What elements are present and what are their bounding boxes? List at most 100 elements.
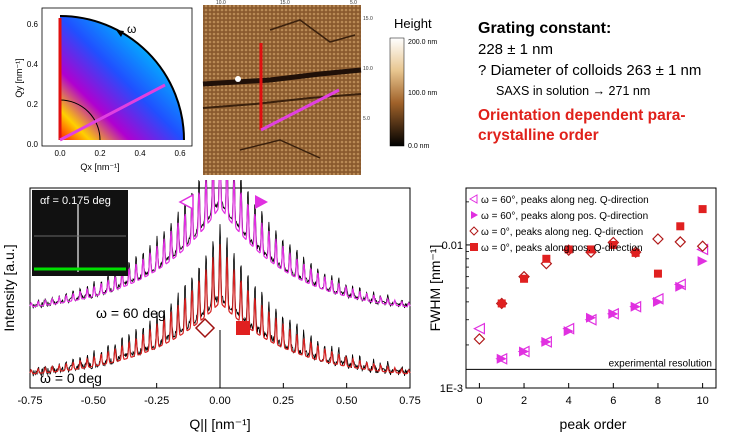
- x-tick-label: 0.00: [209, 395, 230, 407]
- colorbar-label: 100.0 nm: [408, 90, 437, 97]
- x-tick: 0.4: [134, 149, 146, 158]
- legend-marker-diamond: [469, 226, 479, 236]
- omega60-label: ω = 60 deg: [96, 305, 166, 321]
- afm-edge-tick: 15.0: [280, 0, 290, 6]
- fwhm-point-square: [520, 274, 529, 283]
- y-tick: 0.4: [27, 60, 39, 69]
- x-tick-label: 10: [696, 395, 708, 407]
- saxs-x-label: Q|| [nm⁻¹]: [189, 416, 250, 432]
- fwhm-point-tri-right: [652, 296, 663, 307]
- inner-arc: [59, 99, 101, 141]
- x-tick-label: 0.50: [336, 395, 357, 407]
- x-tick: 0.6: [174, 149, 186, 158]
- diamond-open-marker: [194, 317, 216, 339]
- afm-edge-tick: 15.0: [363, 16, 373, 22]
- magenta-direction-line: [59, 83, 166, 142]
- fwhm-point-tri-left: [473, 322, 485, 335]
- tri-left-open-marker: [178, 193, 194, 211]
- y-tick-label: 1E-3: [440, 383, 463, 395]
- upper-fit-curve: [29, 180, 411, 308]
- omega-arrow-icon: [116, 30, 124, 37]
- fwhm-point-square: [653, 269, 662, 278]
- fwhm-point-diamond: [674, 236, 687, 248]
- fwhm-point-tri-right: [541, 336, 552, 347]
- afm-magenta-line: [260, 88, 340, 132]
- fwhm-point-tri-right: [586, 312, 596, 323]
- x-tick-label: -0.50: [81, 395, 106, 407]
- fwhm-point-square: [631, 248, 640, 257]
- x-tick-label: 6: [610, 395, 616, 407]
- legend-entry: ω = 60°, peaks along pos. Q-direction: [481, 211, 648, 222]
- omega-arc: [59, 15, 185, 141]
- fwhm-point-square: [587, 245, 595, 254]
- tri-right-filled-marker: [255, 195, 268, 209]
- x-tick-label: 2: [521, 395, 527, 407]
- x-tick: 0.0: [54, 149, 66, 158]
- omega-label: ω: [127, 22, 136, 36]
- fwhm-point-square: [609, 240, 618, 249]
- fwhm-point-square: [497, 299, 506, 308]
- fwhm-x-label: peak order: [560, 416, 627, 432]
- x-tick: 0.2: [94, 149, 106, 158]
- colorbar-label: 200.0 nm: [408, 39, 437, 46]
- y-tick: 0.2: [27, 100, 39, 109]
- legend-marker-tri-left: [468, 194, 478, 204]
- fwhm-point-tri-right: [697, 256, 708, 267]
- polar-map-panel: ω 0.0 0.2 0.4 0.6 0.0 0.2 0.4 0.6 Qx [nm…: [14, 7, 193, 172]
- saxs-solution: SAXS in solution → 271 nm: [496, 84, 651, 98]
- legend-marker-square: [470, 243, 478, 251]
- polar-map-sector: [60, 16, 184, 140]
- height-colorbar: [389, 37, 405, 147]
- polar-map-frame: [41, 7, 193, 147]
- fwhm-point-tri-right: [496, 353, 507, 364]
- resolution-label: experimental resolution: [609, 358, 712, 369]
- lower-fit-curve: [29, 244, 411, 375]
- fwhm-point-diamond: [696, 240, 709, 253]
- x-tick-label: -0.25: [144, 395, 169, 407]
- fwhm-point-square: [698, 205, 707, 214]
- x-tick-label: 4: [566, 395, 572, 407]
- fwhm-point-square: [542, 254, 551, 263]
- omega0-label: ω = 0 deg: [40, 370, 102, 386]
- fwhm-point-square: [676, 222, 685, 231]
- x-tick-label: 0.25: [273, 395, 294, 407]
- afm-edge-tick: 5.0: [363, 116, 370, 122]
- fwhm-point-tri-right: [675, 281, 686, 292]
- afm-panel: 10.0 15.0 5.0 15.0 10.0 5.0 Height 200.0…: [202, 0, 437, 175]
- polar-y-label: Qy [nm⁻¹]: [14, 58, 24, 97]
- colloid-diameter: ? Diameter of colloids 263 ± 1 nm: [478, 62, 702, 79]
- legend-entry: ω = 0°, peaks along neg. Q-direction: [481, 227, 643, 238]
- afm-edge-tick: 10.0: [216, 0, 226, 6]
- y-tick: 0.6: [27, 20, 39, 29]
- legend-marker-tri-right: [471, 211, 478, 219]
- x-tick-label: -0.75: [17, 395, 42, 407]
- fwhm-point-diamond: [473, 333, 486, 345]
- grating-constant-title: Grating constant:: [478, 20, 612, 37]
- lower-data-curve: [29, 224, 411, 378]
- colorbar-label: 0.0 nm: [408, 143, 430, 150]
- afm-image: [203, 5, 361, 175]
- saxs-y-label: Intensity [a.u.]: [1, 244, 17, 331]
- afm-edge-tick: 10.0: [363, 66, 373, 72]
- y-tick-label: 0.01: [442, 240, 463, 252]
- height-label: Height: [394, 16, 432, 31]
- x-tick-label: 0.75: [399, 395, 420, 407]
- fwhm-point-tri-right: [630, 301, 641, 312]
- inset-label: αf = 0.175 deg: [40, 195, 111, 207]
- x-tick-label: 8: [655, 395, 661, 407]
- fwhm-point-tri-right: [563, 326, 574, 337]
- fwhm-point-tri-right: [519, 346, 530, 357]
- polar-x-label: Qx [nm⁻¹]: [80, 162, 119, 172]
- afm-crack: [202, 67, 362, 87]
- fwhm-y-label: FWHM [nm⁻¹]: [430, 245, 443, 332]
- square-filled-marker: [236, 321, 250, 335]
- orientation-note-2: crystalline order: [478, 127, 599, 144]
- afm-edge-tick: 5.0: [350, 0, 357, 6]
- grating-constant-value: 228 ± 1 nm: [478, 41, 553, 58]
- detector-inset: [32, 190, 128, 276]
- fwhm-point-diamond: [652, 233, 664, 245]
- saxs-plot-panel: -0.75 -0.50 -0.25 0.00 0.25 0.50 0.75 αf = 0.1…: [1, 180, 421, 432]
- legend-entry: ω = 0°, peaks along pos. Q-direction: [481, 243, 643, 254]
- orientation-note-1: Orientation dependent para-: [478, 107, 686, 124]
